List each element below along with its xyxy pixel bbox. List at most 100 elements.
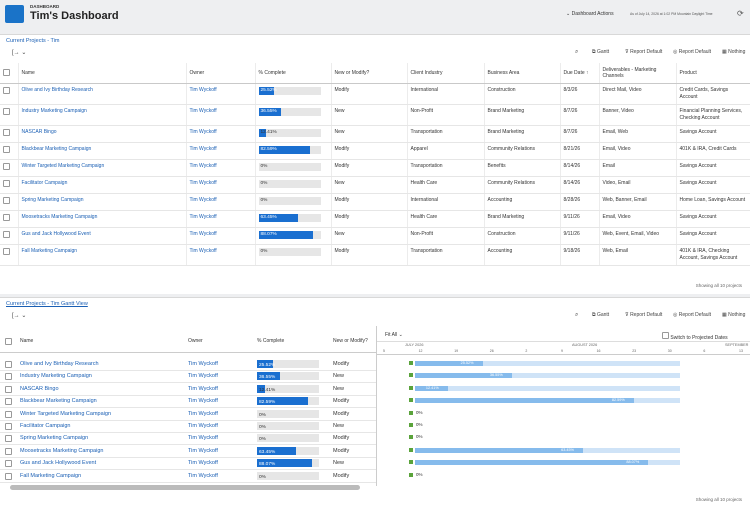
link[interactable]: Fall Marketing Campaign (20, 472, 82, 479)
toolbar-button[interactable]: ▦ Nothing (722, 49, 746, 55)
column-header[interactable]: Product (676, 63, 750, 84)
link[interactable]: Tim Wyckoff (189, 146, 217, 152)
checkbox[interactable] (5, 472, 12, 480)
projected-toggle[interactable]: Switch to Projected Dates (662, 332, 728, 341)
progress-track: 63.45% (258, 214, 321, 222)
checkbox[interactable] (5, 385, 12, 393)
link[interactable]: Tim Wyckoff (189, 163, 217, 169)
toolbar-button[interactable]: ◎ Report Default (673, 49, 712, 55)
link[interactable]: Tim Wyckoff (188, 373, 218, 380)
toolbar-button[interactable]: ▦ Nothing (722, 312, 746, 318)
link[interactable]: Industry Marketing Campaign (20, 373, 92, 380)
link[interactable]: Tim Wyckoff (189, 87, 217, 93)
export-button[interactable]: [→ ⌄ (12, 313, 27, 319)
link[interactable]: Tim Wyckoff (188, 460, 218, 467)
scrollbar[interactable] (10, 485, 360, 490)
link[interactable]: Olive and Ivy Birthday Research (20, 361, 99, 367)
checkbox[interactable] (3, 214, 10, 221)
link[interactable]: Gus and Jack Hollywood Event (21, 231, 91, 237)
link[interactable]: Fall Marketing Campaign (21, 248, 78, 254)
checkbox[interactable] (5, 410, 12, 418)
link[interactable]: Tim Wyckoff (188, 361, 218, 367)
link[interactable]: Blackbear Marketing Campaign (20, 398, 97, 405)
export-button[interactable]: [→ ⌄ (12, 50, 27, 56)
link[interactable]: Spring Marketing Campaign (21, 197, 84, 203)
progress-cell: 0% (257, 422, 319, 430)
toolbar-button[interactable]: ⊽ Report Default (625, 49, 663, 55)
checkbox[interactable] (5, 361, 12, 368)
link[interactable]: Olive and Ivy Birthday Research (21, 87, 93, 93)
checkbox[interactable] (5, 373, 12, 381)
checkbox[interactable] (3, 87, 10, 94)
link[interactable]: Tim Wyckoff (189, 108, 217, 114)
checkbox[interactable] (5, 338, 12, 345)
column-header[interactable]: Due Date ↑ (560, 63, 600, 84)
cell-text: 8/28/26 (563, 197, 581, 203)
checkbox[interactable] (5, 447, 12, 455)
link[interactable]: Moosetracks Marketing Campaign (20, 447, 104, 454)
checkbox[interactable] (3, 108, 10, 115)
report-title[interactable]: Current Projects - Tim (6, 38, 60, 44)
column-header[interactable]: Business Area (484, 63, 561, 84)
link[interactable]: Tim Wyckoff (188, 410, 218, 417)
link[interactable]: Tim Wyckoff (189, 180, 217, 186)
search-button[interactable]: ⌕ (575, 49, 579, 55)
link[interactable]: Facilitator Campaign (21, 180, 68, 186)
toolbar-button[interactable]: ⊽ Report Default (625, 312, 663, 318)
column-header[interactable]: New or Modify? (333, 338, 368, 344)
link[interactable]: NASCAR Bingo (20, 385, 59, 392)
link[interactable]: NASCAR Bingo (21, 129, 57, 135)
checkbox[interactable] (3, 129, 10, 136)
toolbar-button[interactable]: ⧉ Gantt (592, 49, 610, 55)
refresh-button[interactable]: ⟳ (737, 9, 744, 18)
link[interactable]: Tim Wyckoff (188, 435, 218, 442)
checkbox[interactable] (5, 435, 12, 443)
column-header[interactable]: Owner (186, 63, 256, 84)
checkbox[interactable] (3, 163, 10, 170)
checkbox[interactable] (3, 231, 10, 238)
toolbar-button[interactable]: ◎ Report Default (673, 312, 712, 318)
report-title[interactable]: Current Projects - Tim Gantt View (6, 301, 88, 307)
link[interactable]: Tim Wyckoff (189, 231, 217, 237)
link[interactable]: Tim Wyckoff (188, 398, 218, 405)
checkbox[interactable] (3, 197, 10, 204)
column-header[interactable]: Name (20, 338, 34, 344)
search-button[interactable]: ⌕ (575, 312, 579, 318)
link[interactable]: Facilitator Campaign (20, 423, 71, 429)
link[interactable]: Winter Targeted Marketing Campaign (20, 410, 111, 417)
link[interactable]: Tim Wyckoff (189, 129, 217, 135)
link[interactable]: Winter Targeted Marketing Campaign (21, 163, 105, 169)
link[interactable]: Tim Wyckoff (189, 214, 217, 220)
column-header[interactable]: Owner (188, 338, 203, 344)
link[interactable]: Industry Marketing Campaign (21, 108, 87, 114)
link[interactable]: Tim Wyckoff (188, 472, 218, 479)
link[interactable]: Moosetracks Marketing Campaign (21, 214, 98, 220)
link[interactable]: Tim Wyckoff (188, 423, 218, 429)
checkbox[interactable] (3, 146, 10, 153)
fit-all[interactable]: Fit All ⌄ (385, 332, 403, 338)
toolbar-button[interactable]: ⧉ Gantt (592, 312, 610, 318)
toggle-label: Switch to Projected Dates (670, 335, 728, 341)
column-header[interactable]: Name (18, 63, 187, 84)
checkbox[interactable] (5, 398, 12, 406)
column-header[interactable]: Client Industry (407, 63, 485, 84)
cell-text: 8/7/26 (563, 108, 578, 114)
link[interactable]: Blackbear Marketing Campaign (21, 146, 92, 152)
checkbox[interactable] (3, 248, 10, 255)
checkbox[interactable] (3, 180, 10, 187)
link[interactable]: Spring Marketing Campaign (20, 435, 89, 442)
column-header[interactable]: New or Modify? (331, 63, 408, 84)
link[interactable]: Tim Wyckoff (189, 197, 217, 203)
column-header[interactable]: % Complete (255, 63, 332, 84)
link[interactable]: Tim Wyckoff (188, 447, 218, 454)
table-row: NASCAR Bingo Tim Wyckoff 12.41% New Transpor… (0, 125, 750, 143)
link[interactable]: Tim Wyckoff (188, 385, 218, 392)
link[interactable]: Gus and Jack Hollywood Event (20, 460, 97, 467)
dashboard-actions[interactable]: ⌄ Dashboard Actions (566, 11, 614, 17)
column-header[interactable]: Deliverables - Marketing Channels (599, 63, 677, 84)
checkbox[interactable] (3, 68, 10, 76)
link[interactable]: Tim Wyckoff (189, 248, 217, 254)
checkbox[interactable] (5, 423, 12, 430)
checkbox[interactable] (5, 460, 12, 468)
column-header[interactable]: % Complete (257, 338, 285, 344)
